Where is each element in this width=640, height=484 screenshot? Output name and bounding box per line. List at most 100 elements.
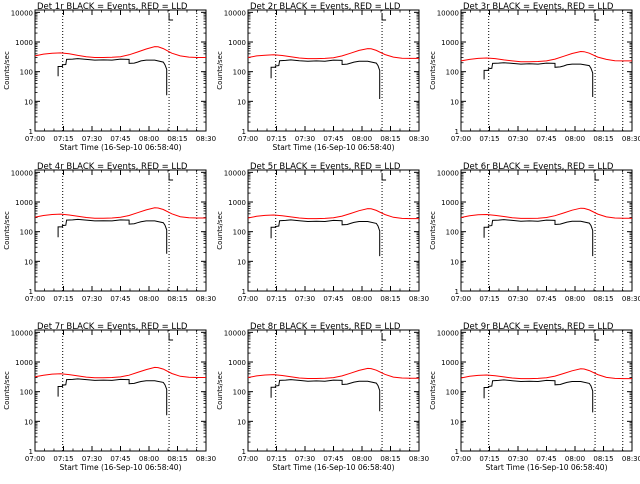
- interval-marker: [168, 334, 174, 341]
- x-tick-label: 08:00: [352, 295, 372, 303]
- x-tick-label: 07:15: [53, 455, 73, 463]
- interval-marker: [381, 334, 387, 341]
- lld-rate-line: [460, 368, 632, 380]
- chart-panel-1: Det 1r BLACK = Events, RED = LLD Counts/s…: [3, 2, 216, 152]
- plot-frame: [247, 169, 420, 292]
- y-tick-label: 100: [446, 69, 459, 77]
- chart-title: Det 5r BLACK = Events, RED = LLD: [250, 162, 401, 172]
- y-tick-label: 10000: [224, 9, 246, 17]
- x-axis-label: Start Time (16-Sep-10 06:58:40): [486, 463, 608, 472]
- x-tick-label: 08:15: [593, 135, 613, 143]
- y-tick-label: 10: [237, 418, 246, 426]
- events-rate-line: [483, 379, 594, 413]
- y-axis-label: Counts/sec: [3, 211, 11, 250]
- interval-marker: [594, 334, 600, 341]
- x-tick-label: 08:00: [139, 135, 159, 143]
- x-tick-label: 07:45: [110, 295, 130, 303]
- x-tick-label: 07:30: [82, 455, 102, 463]
- y-axis-label: Counts/sec: [216, 371, 224, 410]
- y-tick-label: 1: [242, 128, 246, 136]
- y-tick-label: 10000: [224, 169, 246, 177]
- x-tick-label: 08:30: [196, 135, 216, 143]
- interval-marker: [381, 174, 387, 181]
- x-tick-label: 07:00: [238, 135, 258, 143]
- chart-panel-7: Det 7r BLACK = Events, RED = LLD Counts/s…: [3, 322, 216, 472]
- events-rate-line: [483, 62, 594, 97]
- x-tick-label: 08:30: [622, 295, 640, 303]
- y-tick-label: 10: [450, 418, 459, 426]
- y-tick-label: 10000: [11, 9, 33, 17]
- events-rate-line: [57, 218, 168, 254]
- x-tick-label: 07:45: [110, 455, 130, 463]
- lld-rate-line: [34, 207, 206, 219]
- x-tick-label: 07:30: [295, 455, 315, 463]
- interval-marker: [594, 14, 600, 21]
- y-tick-label: 100: [233, 69, 246, 77]
- y-tick-label: 10: [450, 98, 459, 106]
- y-axis-label: Counts/sec: [3, 51, 11, 90]
- chart-panel-2: Det 2r BLACK = Events, RED = LLD Counts/s…: [216, 2, 429, 152]
- y-tick-label: 1000: [441, 199, 459, 207]
- x-tick-label: 08:00: [139, 295, 159, 303]
- x-tick-label: 07:15: [266, 455, 286, 463]
- x-tick-label: 07:15: [53, 135, 73, 143]
- lld-rate-line: [460, 50, 632, 63]
- y-tick-label: 1000: [228, 359, 246, 367]
- x-tick-label: 07:15: [266, 135, 286, 143]
- x-tick-label: 07:45: [110, 135, 130, 143]
- x-tick-label: 07:45: [323, 135, 343, 143]
- y-tick-label: 1: [242, 448, 246, 456]
- x-tick-label: 07:00: [25, 135, 45, 143]
- y-tick-label: 1: [455, 448, 459, 456]
- x-tick-label: 07:15: [479, 295, 499, 303]
- chart-panel-8: Det 8r BLACK = Events, RED = LLD Counts/s…: [216, 322, 429, 472]
- y-tick-label: 10: [24, 98, 33, 106]
- x-tick-label: 08:15: [167, 295, 187, 303]
- x-tick-label: 08:00: [352, 135, 372, 143]
- y-tick-label: 10000: [224, 329, 246, 337]
- x-tick-label: 08:00: [565, 455, 585, 463]
- y-tick-label: 100: [20, 389, 33, 397]
- chart-title: Det 7r BLACK = Events, RED = LLD: [37, 322, 188, 332]
- y-tick-label: 100: [20, 229, 33, 237]
- lld-rate-line: [247, 208, 419, 220]
- x-tick-label: 07:45: [323, 295, 343, 303]
- plot-frame: [247, 329, 420, 452]
- chart-title: Det 9r BLACK = Events, RED = LLD: [463, 322, 614, 332]
- y-tick-label: 1000: [228, 199, 246, 207]
- chart-panel-9: Det 9r BLACK = Events, RED = LLD Counts/s…: [429, 322, 640, 472]
- lld-rate-line: [247, 367, 419, 379]
- y-tick-label: 10: [450, 258, 459, 266]
- x-tick-label: 08:15: [380, 455, 400, 463]
- plot-frame: [247, 9, 420, 132]
- x-tick-label: 07:15: [53, 295, 73, 303]
- y-tick-label: 1000: [441, 39, 459, 47]
- y-tick-label: 10: [237, 258, 246, 266]
- x-tick-label: 08:30: [622, 455, 640, 463]
- y-axis-label: Counts/sec: [429, 371, 437, 410]
- x-tick-label: 07:30: [82, 135, 102, 143]
- x-tick-label: 07:30: [508, 295, 528, 303]
- y-tick-label: 10000: [11, 169, 33, 177]
- x-tick-label: 08:15: [593, 455, 613, 463]
- x-tick-label: 07:30: [508, 455, 528, 463]
- x-tick-label: 07:00: [451, 455, 471, 463]
- x-tick-label: 07:00: [25, 295, 45, 303]
- y-tick-label: 10000: [11, 329, 33, 337]
- x-tick-label: 08:30: [409, 455, 429, 463]
- events-rate-line: [270, 379, 381, 412]
- y-tick-label: 10000: [437, 329, 459, 337]
- plot-frame: [34, 9, 207, 132]
- x-tick-label: 07:00: [451, 295, 471, 303]
- x-tick-label: 07:00: [25, 455, 45, 463]
- lld-rate-line: [460, 207, 632, 219]
- events-rate-line: [57, 58, 168, 96]
- x-tick-label: 07:15: [266, 295, 286, 303]
- x-tick-label: 07:30: [295, 135, 315, 143]
- y-axis-label: Counts/sec: [216, 51, 224, 90]
- interval-marker: [381, 14, 387, 21]
- x-tick-label: 08:00: [565, 135, 585, 143]
- chart-panel-5: Det 5r BLACK = Events, RED = LLD Counts/s…: [216, 162, 429, 303]
- chart-title: Det 3r BLACK = Events, RED = LLD: [463, 2, 614, 12]
